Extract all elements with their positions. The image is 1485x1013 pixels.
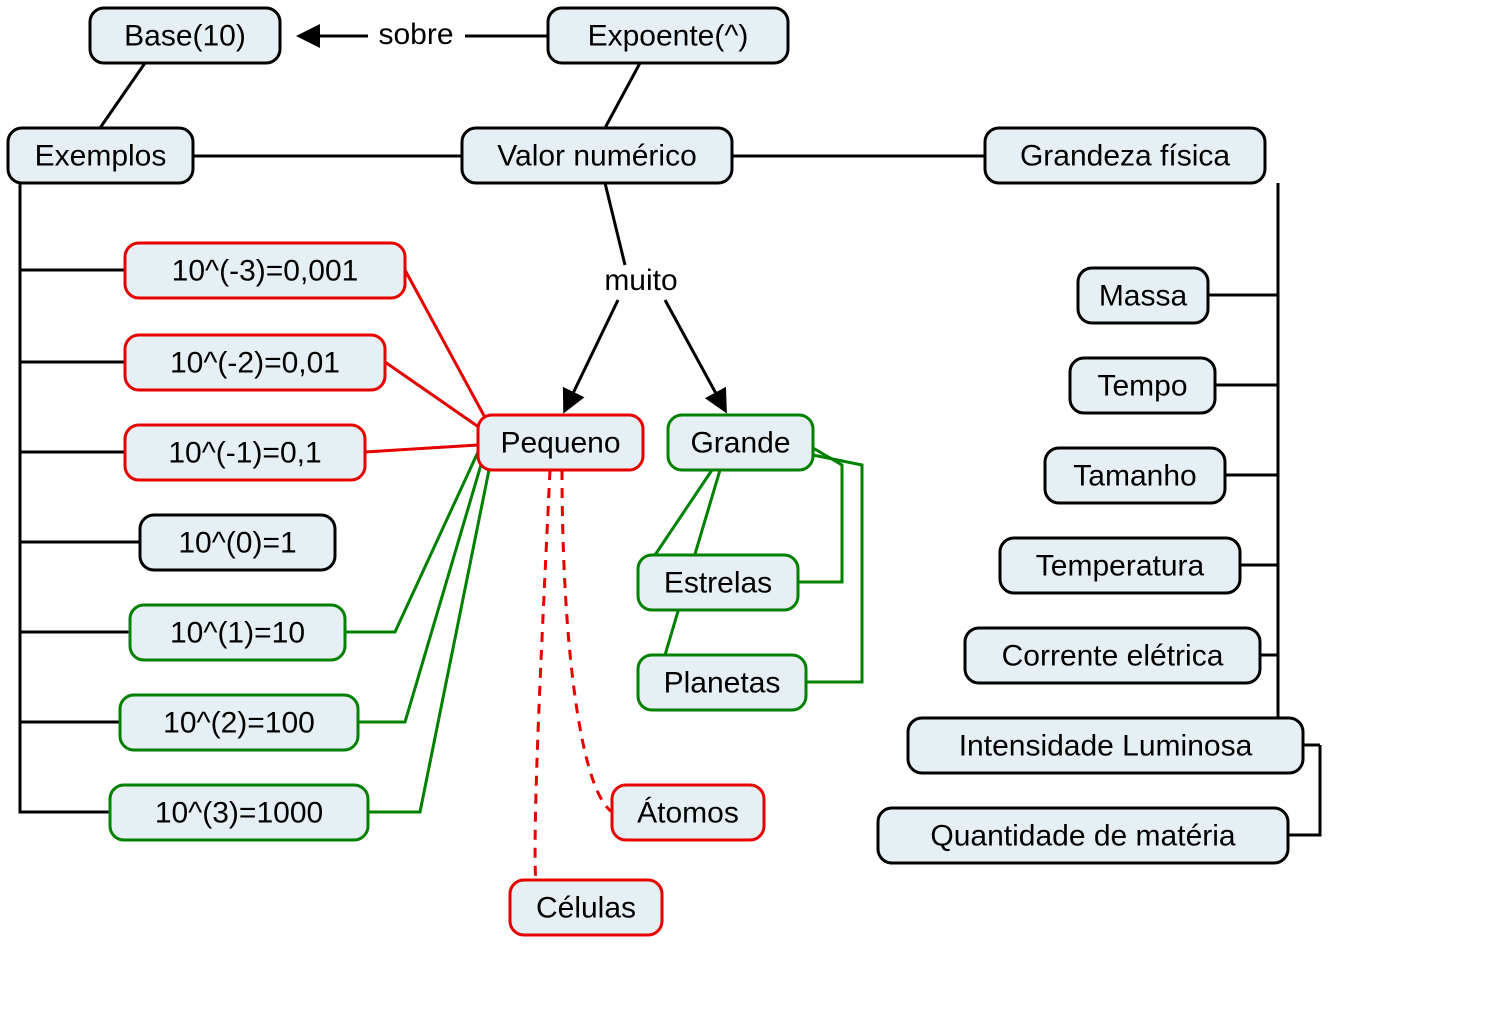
node-tempo: Tempo (1070, 358, 1215, 413)
edge-exemplos-branch-2 (20, 632, 120, 722)
edge-exemplos-branch-neg1 (20, 362, 125, 452)
node-label-exemplos: Exemplos (35, 139, 167, 172)
concept-map-diagram: sobre muito Base(10) Expoente(^) Exemplos Val… (0, 0, 1485, 1013)
node-label-ex_neg1: 10^(-1)=0,1 (168, 436, 321, 469)
node-ex_neg3: 10^(-3)=0,001 (125, 243, 405, 298)
node-label-valornum: Valor numérico (497, 139, 697, 172)
node-label-massa: Massa (1099, 279, 1188, 312)
edge-muito-to-pequeno (565, 300, 618, 410)
edge-neg3-to-pequeno (405, 270, 488, 423)
edge-grandeza-branch-corrente (1260, 565, 1278, 655)
node-label-estrelas: Estrelas (664, 566, 772, 599)
node-label-pequeno: Pequeno (500, 426, 620, 459)
node-base10: Base(10) (90, 8, 280, 63)
edge-grandeza-branch-tempo (1215, 295, 1278, 385)
node-massa: Massa (1078, 268, 1208, 323)
node-atomos: Átomos (612, 785, 764, 840)
node-label-expoente: Expoente(^) (588, 19, 749, 52)
edge-grande-down-to-estrelas (655, 470, 712, 555)
node-corrente: Corrente elétrica (965, 628, 1260, 683)
node-label-ex_2: 10^(2)=100 (163, 706, 315, 739)
edge-neg1-to-pequeno (365, 445, 478, 452)
node-label-ex_1: 10^(1)=10 (170, 616, 305, 649)
node-celulas: Células (510, 880, 662, 935)
edge-valornum-to-muito (605, 183, 625, 265)
node-ex_neg1: 10^(-1)=0,1 (125, 425, 365, 480)
edge-grande-to-planetas (806, 455, 862, 682)
edge-exemplos-branch-1 (20, 542, 130, 632)
node-planetas: Planetas (638, 655, 806, 710)
node-ex_1: 10^(1)=10 (130, 605, 345, 660)
edge-expoente-to-valornum (605, 63, 640, 128)
edge-muito-to-grande (665, 300, 725, 410)
node-label-base10: Base(10) (124, 19, 246, 52)
node-ex_neg2: 10^(-2)=0,01 (125, 335, 385, 390)
edge-exemplos-branch-neg3 (20, 183, 125, 270)
node-label-tempo: Tempo (1097, 369, 1187, 402)
node-label-ex_neg3: 10^(-3)=0,001 (172, 254, 359, 287)
edge-exemplos-branch-0 (20, 452, 140, 542)
node-label-ex_neg2: 10^(-2)=0,01 (170, 346, 340, 379)
node-label-grande: Grande (690, 426, 790, 459)
node-intensidade: Intensidade Luminosa (908, 718, 1303, 773)
node-estrelas: Estrelas (638, 555, 798, 610)
node-label-tamanho: Tamanho (1073, 459, 1196, 492)
node-label-ex_0: 10^(0)=1 (178, 526, 296, 559)
label-sobre: sobre (378, 18, 453, 51)
node-expoente: Expoente(^) (548, 8, 788, 63)
node-valornum: Valor numérico (462, 128, 732, 183)
node-grandeza: Grandeza física (985, 128, 1265, 183)
edge-neg2-to-pequeno (385, 362, 483, 430)
node-grande: Grande (668, 415, 813, 470)
node-label-quantidade: Quantidade de matéria (930, 819, 1236, 852)
edge-grandeza-branch-temperatura (1240, 475, 1278, 565)
edge-exemplos-branch-neg2 (20, 270, 125, 362)
edge-pequeno-to-celulas (535, 470, 550, 905)
node-exemplos: Exemplos (8, 128, 193, 183)
node-pequeno: Pequeno (478, 415, 643, 470)
node-temperatura: Temperatura (1000, 538, 1240, 593)
node-ex_2: 10^(2)=100 (120, 695, 358, 750)
edge-exemplos-branch-3 (20, 722, 110, 812)
edge-grandeza-branch-massa (1208, 183, 1278, 295)
node-label-ex_3: 10^(3)=1000 (155, 796, 323, 829)
label-muito: muito (604, 264, 677, 297)
edge-grandeza-branch-tamanho (1225, 385, 1278, 475)
node-quantidade: Quantidade de matéria (878, 808, 1288, 863)
node-label-atomos: Átomos (637, 796, 739, 829)
edge-base10-to-exemplos (100, 63, 145, 128)
node-label-intensidade: Intensidade Luminosa (959, 729, 1253, 762)
node-tamanho: Tamanho (1045, 448, 1225, 503)
node-ex_3: 10^(3)=1000 (110, 785, 368, 840)
node-label-celulas: Células (536, 891, 636, 924)
nodes-layer: Base(10) Expoente(^) Exemplos Valor numéric… (8, 8, 1303, 935)
edge-pequeno-to-atomos (562, 470, 612, 812)
node-label-corrente: Corrente elétrica (1002, 639, 1224, 672)
node-label-planetas: Planetas (664, 666, 781, 699)
node-ex_0: 10^(0)=1 (140, 515, 335, 570)
node-label-grandeza: Grandeza física (1020, 139, 1230, 172)
node-label-temperatura: Temperatura (1036, 549, 1205, 582)
